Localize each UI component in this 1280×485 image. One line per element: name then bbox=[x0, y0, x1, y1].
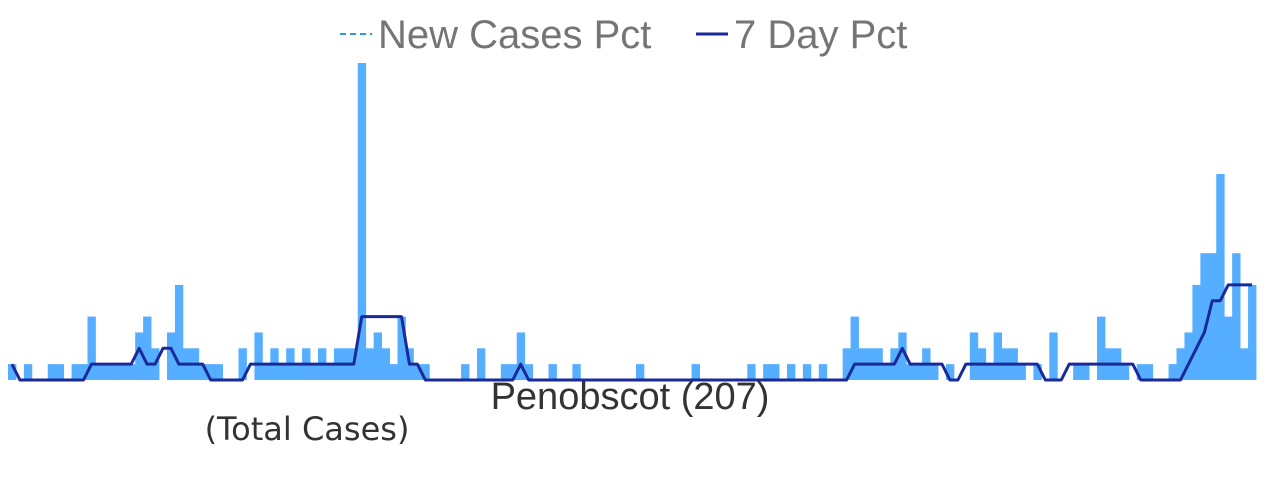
bar bbox=[103, 364, 112, 380]
legend-label-new-cases-pct: New Cases Pct bbox=[378, 13, 651, 57]
bar bbox=[818, 364, 828, 380]
bar bbox=[516, 332, 526, 380]
bar bbox=[95, 364, 104, 380]
bar bbox=[325, 364, 335, 380]
bar bbox=[508, 364, 518, 380]
bar bbox=[166, 332, 176, 380]
bar bbox=[47, 364, 57, 380]
bar bbox=[1208, 253, 1217, 380]
bar bbox=[802, 364, 812, 380]
line-series-7-day-pct bbox=[10, 283, 1253, 382]
bar bbox=[1120, 364, 1130, 380]
bar bbox=[111, 364, 120, 380]
bar bbox=[787, 364, 796, 380]
bar bbox=[524, 364, 534, 380]
bar bbox=[1176, 348, 1185, 380]
bar bbox=[365, 348, 375, 380]
bar bbox=[969, 332, 979, 380]
bar bbox=[906, 364, 915, 380]
bar bbox=[1248, 284, 1257, 380]
bar bbox=[174, 284, 184, 380]
bar bbox=[882, 364, 891, 380]
bar bbox=[1184, 332, 1193, 380]
chart-subtitle: (Total Cases) bbox=[205, 410, 410, 448]
bar bbox=[389, 364, 398, 380]
bar bbox=[8, 364, 17, 380]
bar bbox=[1240, 348, 1249, 380]
bar bbox=[1144, 364, 1154, 380]
bar bbox=[238, 348, 247, 380]
bar bbox=[1200, 253, 1209, 380]
bar bbox=[135, 332, 144, 380]
bar bbox=[254, 332, 263, 380]
bar bbox=[1097, 316, 1106, 380]
bar bbox=[842, 348, 851, 380]
bar bbox=[500, 364, 510, 380]
bar bbox=[87, 316, 96, 380]
bar bbox=[278, 364, 287, 380]
bar bbox=[214, 364, 224, 380]
bar bbox=[691, 364, 700, 380]
bar bbox=[206, 364, 216, 380]
bar bbox=[127, 364, 136, 380]
bar bbox=[310, 364, 319, 380]
chart-title: Penobscot (207) bbox=[491, 376, 770, 418]
bar bbox=[357, 63, 367, 380]
bar bbox=[461, 364, 470, 380]
bar bbox=[930, 364, 939, 380]
bar bbox=[898, 332, 907, 380]
bar bbox=[1033, 364, 1042, 380]
legend-label-7-day-pct: 7 Day Pct bbox=[734, 13, 907, 57]
bar bbox=[119, 364, 128, 380]
bar bbox=[993, 332, 1003, 380]
bar bbox=[945, 364, 955, 380]
bar bbox=[79, 364, 88, 380]
bar bbox=[1168, 364, 1177, 380]
bar bbox=[1017, 364, 1026, 380]
bar bbox=[635, 364, 645, 380]
bar bbox=[198, 364, 208, 380]
bar bbox=[1081, 364, 1090, 380]
bar bbox=[1049, 332, 1058, 380]
bar bbox=[763, 364, 772, 380]
bar bbox=[55, 364, 65, 380]
bar bbox=[397, 316, 406, 380]
bar bbox=[381, 348, 390, 380]
bar bbox=[1136, 364, 1146, 380]
bar bbox=[262, 364, 271, 380]
bar bbox=[850, 316, 859, 380]
bar bbox=[747, 364, 756, 380]
bar bbox=[1232, 253, 1241, 380]
bar bbox=[143, 316, 152, 380]
bar bbox=[421, 364, 430, 380]
bar bbox=[1073, 364, 1082, 380]
bar bbox=[71, 364, 80, 380]
bar bbox=[23, 364, 33, 380]
bar bbox=[373, 332, 383, 380]
bar bbox=[294, 364, 303, 380]
bar bbox=[985, 364, 995, 380]
bar bbox=[572, 364, 581, 380]
bar bbox=[476, 348, 486, 380]
bar bbox=[771, 364, 780, 380]
legend: New Cases Pct 7 Day Pct bbox=[340, 13, 907, 57]
bar bbox=[1216, 173, 1225, 380]
bar bbox=[1192, 284, 1201, 380]
bar-series-new-cases-pct bbox=[8, 63, 1257, 380]
bar bbox=[413, 364, 422, 380]
bar bbox=[548, 364, 557, 380]
bar bbox=[914, 364, 923, 380]
bar bbox=[1224, 316, 1233, 380]
